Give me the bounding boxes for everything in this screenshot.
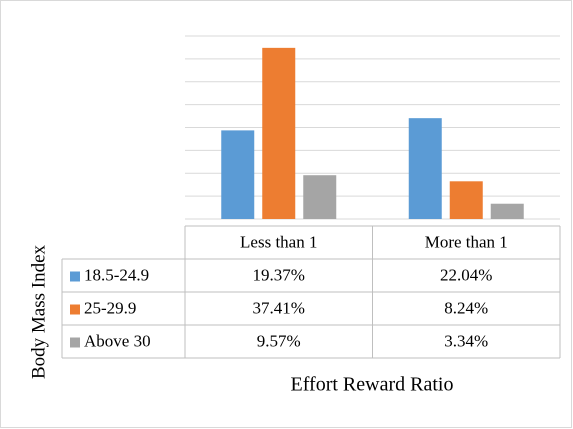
bar: [303, 175, 337, 219]
x-tick-label: Less than 1: [240, 232, 317, 251]
legend-swatch: [70, 304, 80, 315]
table-value: 3.34%: [444, 331, 488, 350]
table-value: 8.24%: [444, 298, 488, 317]
table-value: 22.04%: [440, 265, 492, 284]
table-value: 19.37%: [253, 265, 305, 284]
x-axis-label: Effort Reward Ratio: [291, 374, 454, 396]
legend-label: 18.5-24.9: [84, 265, 149, 284]
bar: [262, 47, 296, 220]
legend-label: Above 30: [84, 331, 151, 350]
bar: [449, 181, 483, 219]
table-value: 9.57%: [257, 331, 301, 350]
x-tick-label: More than 1: [425, 232, 508, 251]
y-axis-label: Body Mass Index: [28, 244, 49, 379]
bar: [490, 203, 524, 219]
bar: [408, 118, 442, 219]
bar: [221, 130, 255, 219]
legend-label: 25-29.9: [84, 298, 136, 317]
legend-swatch: [70, 271, 80, 282]
table-value: 37.41%: [253, 298, 305, 317]
legend-swatch: [70, 337, 80, 348]
